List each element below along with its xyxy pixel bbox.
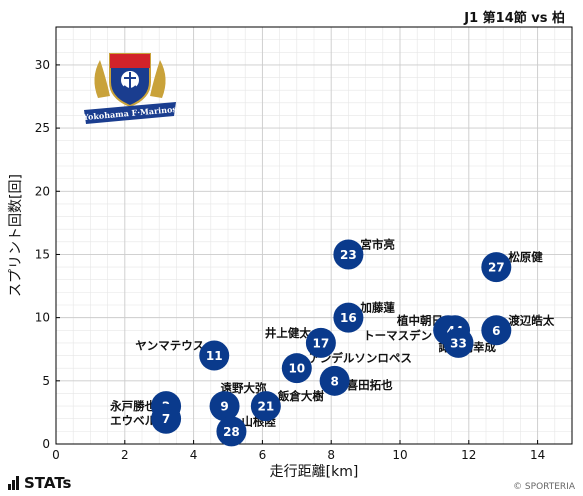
stats-bars-icon xyxy=(8,476,19,490)
point-marker xyxy=(481,315,512,346)
y-tick-label: 0 xyxy=(42,437,50,451)
stats-brand: STATs xyxy=(24,474,72,492)
point-marker xyxy=(199,340,230,371)
y-tick-label: 10 xyxy=(35,311,50,325)
point-marker xyxy=(209,391,240,422)
x-tick-label: 6 xyxy=(259,448,267,462)
point-marker xyxy=(443,327,474,358)
player-name-label: 加藤蓮 xyxy=(359,301,395,315)
player-name-label: 松原健 xyxy=(508,250,543,264)
point-marker xyxy=(250,391,281,422)
player-name-label: 遠野大弥 xyxy=(221,381,267,395)
data-point: 17 xyxy=(305,327,336,358)
data-point: 7 xyxy=(151,403,182,434)
player-labels: 宮市亮松原健加藤蓮植中朝日渡辺皓太諏訪間幸成井上健太ヤンマテウスアンデルソンロペ… xyxy=(109,237,555,428)
player-name-label: ヤンマテウス xyxy=(135,339,204,353)
point-number-label: 8 xyxy=(330,374,338,388)
player-name-label: 植中朝日 xyxy=(396,313,443,327)
player-name-label: 喜田拓也 xyxy=(347,378,393,392)
point-marker xyxy=(319,365,350,396)
copyright: © SPORTERIA xyxy=(513,482,575,492)
x-tick-label: 14 xyxy=(530,448,545,462)
point-number-label: 10 xyxy=(288,362,305,376)
y-tick-label: 30 xyxy=(35,58,50,72)
point-number-label: 23 xyxy=(340,248,357,262)
marinos-emblem-logo: Yokohama F·Marinos xyxy=(82,53,178,124)
stats-logo: STATs xyxy=(8,474,71,492)
point-marker xyxy=(333,302,364,333)
point-number-label: 17 xyxy=(313,336,330,350)
player-name-label: アンデルソンロペス xyxy=(309,351,412,365)
y-tick-label: 5 xyxy=(42,374,50,388)
x-tick-label: 12 xyxy=(461,448,476,462)
data-point: 28 xyxy=(216,416,247,447)
data-point: 11 xyxy=(199,340,230,371)
data-point: 33 xyxy=(443,327,474,358)
x-tick-label: 8 xyxy=(327,448,335,462)
point-marker xyxy=(333,239,364,270)
data-point: 10 xyxy=(281,353,312,384)
x-tick-label: 2 xyxy=(121,448,129,462)
player-name-label: トーマスデン xyxy=(363,328,432,342)
data-point: 9 xyxy=(209,391,240,422)
plot-frame xyxy=(55,26,573,445)
data-point: 6 xyxy=(481,315,512,346)
point-marker xyxy=(481,252,512,283)
player-name-label: 井上健太 xyxy=(265,326,311,340)
point-marker xyxy=(151,403,182,434)
point-number-label: 7 xyxy=(162,412,170,426)
point-marker xyxy=(305,327,336,358)
player-name-label: 渡辺皓太 xyxy=(508,313,554,327)
y-axis-label: スプリント回数[回] xyxy=(8,174,24,297)
player-name-label: エウベル xyxy=(110,414,156,428)
y-tick-label: 20 xyxy=(35,184,50,198)
data-points: 23271644463317111089212728 xyxy=(151,239,512,447)
point-number-label: 28 xyxy=(223,425,240,439)
player-name-label: 宮市亮 xyxy=(360,237,395,251)
x-tick-label: 10 xyxy=(392,448,407,462)
point-marker xyxy=(281,353,312,384)
x-axis-label: 走行距離[km] xyxy=(270,463,359,480)
point-number-label: 27 xyxy=(488,261,505,275)
point-number-label: 21 xyxy=(257,400,274,414)
player-name-label: 飯倉大樹 xyxy=(277,389,324,403)
x-tick-label: 4 xyxy=(190,448,198,462)
point-marker xyxy=(216,416,247,447)
point-number-label: 16 xyxy=(340,311,357,325)
point-number-label: 9 xyxy=(220,400,228,414)
point-number-label: 11 xyxy=(206,349,223,363)
data-point: 8 xyxy=(319,365,350,396)
point-number-label: 33 xyxy=(450,336,467,350)
data-point: 16 xyxy=(333,302,364,333)
match-title: J1 第14節 vs 柏 xyxy=(464,11,565,26)
point-number-label: 6 xyxy=(492,324,500,338)
player-name-label: 永戸勝也 xyxy=(109,399,156,413)
data-point: 23 xyxy=(333,239,364,270)
y-tick-label: 25 xyxy=(35,121,50,135)
x-tick-label: 0 xyxy=(52,448,60,462)
data-point: 27 xyxy=(481,252,512,283)
data-point: 21 xyxy=(250,391,281,422)
y-tick-label: 15 xyxy=(35,247,50,261)
axis-ticks: 0 2 4 6 8 10 12 14 0 5 10 15 20 25 30 xyxy=(35,58,546,462)
